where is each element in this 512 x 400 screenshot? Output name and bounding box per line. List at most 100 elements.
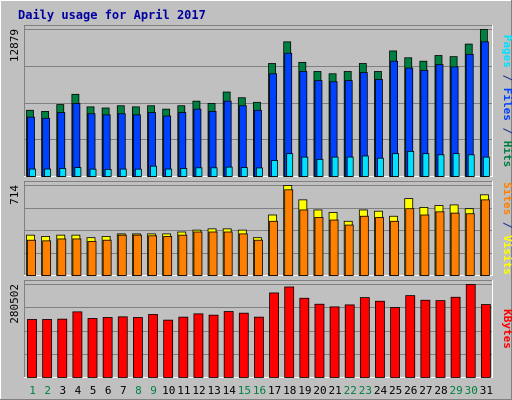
bar-kbytes-day-10 — [163, 319, 174, 378]
x-tick-label: 3 — [60, 384, 67, 397]
x-tick-label: 14 — [223, 384, 237, 397]
bar-sites-day-19 — [299, 209, 309, 276]
x-tick-label: 23 — [359, 384, 372, 397]
legend-entry: / — [501, 215, 512, 235]
bar-pages-day-8 — [135, 168, 142, 177]
bar-kbytes-day-21 — [329, 306, 340, 378]
bar-pages-day-29 — [452, 153, 460, 177]
bar-sites-day-17 — [269, 220, 278, 276]
x-tick-label: 10 — [162, 384, 175, 397]
x-tick-label: 21 — [329, 384, 342, 397]
x-tick-label: 11 — [177, 384, 190, 397]
bar-pages-day-2 — [44, 168, 52, 177]
bar-pages-day-6 — [104, 169, 112, 177]
chart-title: Daily usage for April 2017 — [18, 8, 206, 22]
bar-files-day-5 — [87, 113, 96, 177]
x-tick-label: 8 — [135, 384, 142, 397]
bar-kbytes-day-14 — [223, 311, 234, 378]
bar-pages-day-11 — [180, 168, 188, 177]
bar-sites-day-26 — [405, 208, 415, 276]
bar-sites-day-3 — [57, 238, 67, 276]
bar-sites-day-4 — [72, 238, 82, 276]
bar-kbytes-day-3 — [57, 318, 68, 378]
bar-pages-day-3 — [59, 168, 67, 177]
bar-files-day-15 — [238, 105, 247, 177]
bar-files-day-6 — [102, 114, 111, 177]
bar-kbytes-day-15 — [238, 312, 249, 378]
bar-kbytes-day-8 — [133, 317, 143, 378]
chart-panels: 12879 Pages / Files / Hits 714 Sites / Visi… — [8, 25, 512, 378]
bar-sites-day-31 — [480, 199, 490, 276]
x-tick-label: 27 — [419, 384, 432, 397]
bar-pages-day-23 — [361, 155, 369, 177]
bar-sites-day-24 — [375, 217, 384, 276]
bar-files-day-7 — [117, 113, 126, 177]
legend-entry: Pages — [501, 35, 512, 68]
x-tick-label: 30 — [465, 384, 478, 397]
bar-sites-day-8 — [133, 234, 142, 276]
x-tick-label: 12 — [192, 384, 205, 397]
bar-files-day-16 — [254, 109, 262, 177]
bar-kbytes-day-17 — [269, 292, 279, 378]
bar-pages-day-17 — [271, 160, 278, 177]
x-tick-label: 19 — [298, 384, 311, 397]
panel-legend: KBytes — [501, 309, 512, 349]
bar-pages-day-27 — [422, 153, 430, 177]
bar-sites-day-10 — [163, 236, 173, 276]
bar-files-day-1 — [27, 116, 35, 177]
bar-pages-day-10 — [165, 168, 173, 177]
bar-kbytes-day-30 — [465, 284, 476, 378]
legend-entry: Hits — [501, 141, 512, 168]
x-tick-label: 7 — [120, 384, 127, 397]
bar-kbytes-day-29 — [450, 296, 461, 378]
bar-kbytes-day-22 — [344, 304, 355, 378]
x-tick-label: 20 — [313, 384, 326, 397]
bar-kbytes-day-2 — [42, 319, 53, 378]
bar-pages-day-4 — [74, 167, 82, 177]
bar-kbytes-day-5 — [87, 318, 98, 378]
bar-kbytes-day-1 — [27, 319, 37, 378]
bar-sites-day-2 — [42, 240, 52, 276]
bar-pages-day-1 — [29, 168, 36, 177]
x-tick-label: 29 — [450, 384, 463, 397]
bar-sites-day-25 — [390, 220, 399, 276]
bar-kbytes-day-9 — [148, 314, 158, 378]
bar-files-day-14 — [223, 100, 232, 177]
bar-files-day-31 — [480, 41, 489, 177]
bar-pages-day-31 — [482, 156, 490, 177]
x-tick-label: 2 — [44, 384, 51, 397]
bar-sites-day-11 — [178, 234, 188, 276]
bar-sites-day-28 — [435, 211, 445, 276]
bar-files-day-8 — [133, 114, 141, 177]
bar-sites-day-23 — [359, 215, 369, 276]
x-tick-label: 13 — [207, 384, 220, 397]
bar-sites-day-15 — [238, 233, 248, 276]
bar-kbytes-day-4 — [72, 311, 83, 378]
bar-sites-day-29 — [450, 212, 460, 276]
x-tick-label: 17 — [268, 384, 281, 397]
bar-kbytes-day-7 — [117, 316, 128, 378]
bars — [26, 29, 490, 177]
x-tick-label: 15 — [238, 384, 251, 397]
bar-kbytes-day-16 — [254, 316, 264, 378]
bar-sites-day-5 — [87, 241, 97, 276]
bar-kbytes-day-20 — [314, 303, 325, 378]
panel-visits-sites: 714 Sites / Visits — [8, 181, 512, 276]
bar-files-day-3 — [57, 112, 66, 177]
x-tick-label: 25 — [389, 384, 402, 397]
panel-kbytes: 280502 KBytes — [8, 280, 512, 378]
bar-sites-day-27 — [420, 214, 430, 276]
legend-entry: Files — [501, 88, 512, 121]
x-tick-label: 28 — [434, 384, 447, 397]
bar-pages-day-7 — [119, 168, 127, 177]
bar-pages-day-5 — [89, 168, 97, 177]
panel-legend: Sites / Visits — [501, 182, 512, 275]
panel-hits-files-pages: 12879 Pages / Files / Hits — [8, 25, 512, 177]
bar-pages-day-25 — [392, 153, 399, 177]
bar-pages-day-15 — [240, 167, 248, 177]
bar-sites-day-30 — [465, 213, 475, 276]
bar-kbytes-day-23 — [359, 297, 370, 378]
bar-pages-day-20 — [316, 158, 324, 177]
bar-sites-day-18 — [284, 189, 294, 276]
